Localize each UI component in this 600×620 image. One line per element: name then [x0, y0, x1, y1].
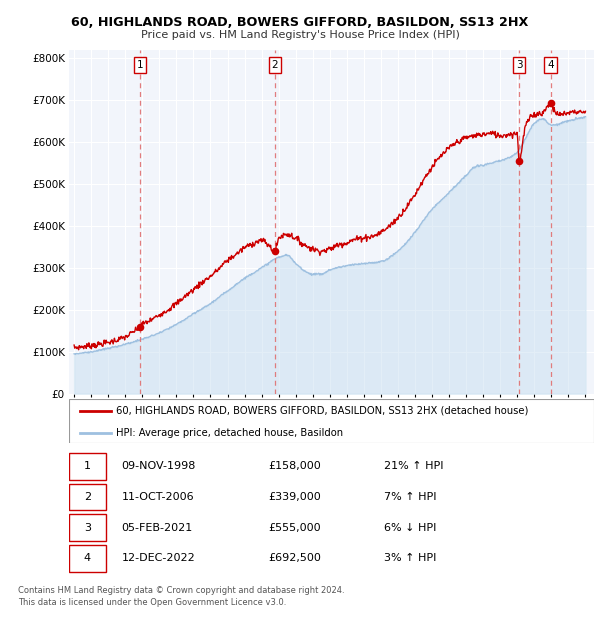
Text: £158,000: £158,000	[269, 461, 321, 471]
Text: 21% ↑ HPI: 21% ↑ HPI	[384, 461, 443, 471]
Text: 2: 2	[272, 60, 278, 70]
Text: 3: 3	[84, 523, 91, 533]
Bar	[69, 484, 106, 510]
Text: 11-OCT-2006: 11-OCT-2006	[121, 492, 194, 502]
Text: 60, HIGHLANDS ROAD, BOWERS GIFFORD, BASILDON, SS13 2HX: 60, HIGHLANDS ROAD, BOWERS GIFFORD, BASI…	[71, 16, 529, 29]
Text: 1: 1	[137, 60, 143, 70]
Text: Price paid vs. HM Land Registry's House Price Index (HPI): Price paid vs. HM Land Registry's House …	[140, 30, 460, 40]
Text: 05-FEB-2021: 05-FEB-2021	[121, 523, 193, 533]
Text: 12-DEC-2022: 12-DEC-2022	[121, 554, 195, 564]
Text: 09-NOV-1998: 09-NOV-1998	[121, 461, 196, 471]
Text: 7% ↑ HPI: 7% ↑ HPI	[384, 492, 437, 502]
Text: 60, HIGHLANDS ROAD, BOWERS GIFFORD, BASILDON, SS13 2HX (detached house): 60, HIGHLANDS ROAD, BOWERS GIFFORD, BASI…	[116, 405, 529, 416]
Text: £555,000: £555,000	[269, 523, 321, 533]
Bar	[69, 515, 106, 541]
Text: 6% ↓ HPI: 6% ↓ HPI	[384, 523, 436, 533]
Bar	[69, 545, 106, 572]
Text: £339,000: £339,000	[269, 492, 321, 502]
Text: 4: 4	[547, 60, 554, 70]
Text: 3% ↑ HPI: 3% ↑ HPI	[384, 554, 436, 564]
Text: 4: 4	[84, 554, 91, 564]
Text: 3: 3	[515, 60, 523, 70]
Text: 1: 1	[84, 461, 91, 471]
Text: HPI: Average price, detached house, Basildon: HPI: Average price, detached house, Basi…	[116, 428, 343, 438]
Text: £692,500: £692,500	[269, 554, 322, 564]
Bar	[69, 453, 106, 480]
Text: Contains HM Land Registry data © Crown copyright and database right 2024.
This d: Contains HM Land Registry data © Crown c…	[18, 586, 344, 608]
Text: 2: 2	[84, 492, 91, 502]
